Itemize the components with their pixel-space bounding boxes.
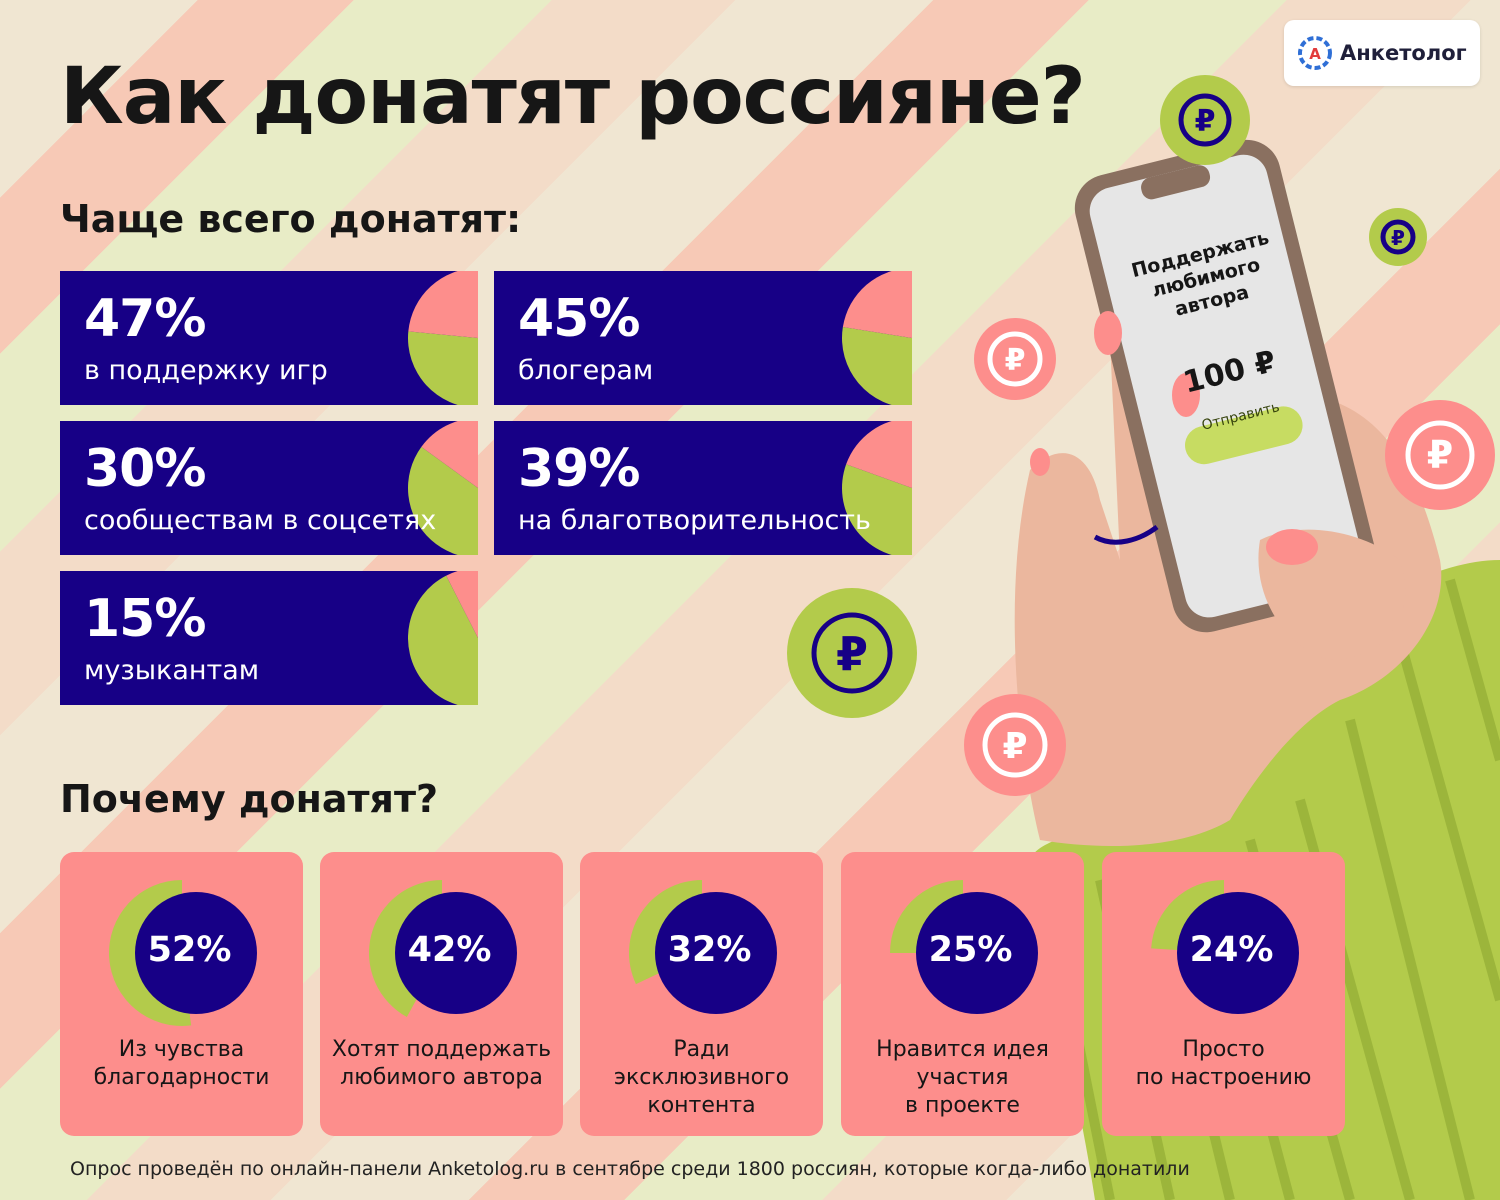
donation-target-card: 15% музыкантам bbox=[60, 571, 478, 705]
target-percent: 47% bbox=[84, 289, 206, 349]
section-heading-why: Почему донатят? bbox=[60, 777, 439, 821]
reason-label: Нравится идея участия в проекте bbox=[876, 1037, 1049, 1118]
svg-text:₽: ₽ bbox=[1002, 726, 1027, 767]
pie-slice-rest bbox=[408, 575, 478, 705]
pie-slice-share bbox=[846, 421, 912, 488]
share-pie bbox=[408, 421, 478, 555]
ring-center bbox=[1177, 892, 1299, 1014]
ring-center bbox=[395, 892, 517, 1014]
donation-target-card: 30% сообществам в соцсетях bbox=[60, 421, 478, 555]
target-percent: 39% bbox=[518, 439, 640, 499]
ring-center bbox=[655, 892, 777, 1014]
pie-slice-rest bbox=[842, 464, 912, 555]
reason-ring bbox=[369, 880, 517, 1017]
reason-percent: 25% bbox=[928, 930, 1013, 970]
svg-text:₽: ₽ bbox=[1391, 226, 1405, 250]
coin-icon bbox=[787, 75, 1427, 718]
logo-text: Анкетолог bbox=[1340, 41, 1467, 65]
donation-target-card: 47% в поддержку игр bbox=[60, 271, 478, 405]
svg-text:₽: ₽ bbox=[1195, 104, 1216, 139]
pie-slice-share bbox=[446, 571, 478, 638]
pie-slice-share bbox=[842, 271, 912, 338]
svg-text:₽: ₽ bbox=[1427, 433, 1453, 477]
pie-slice-rest bbox=[408, 331, 478, 405]
target-label: сообществам в соцсетях bbox=[84, 505, 437, 536]
reason-label: Ради эксклюзивного контента bbox=[613, 1037, 790, 1118]
reason-card: 52% Из чувства благодарности bbox=[60, 852, 303, 1136]
target-label: музыкантам bbox=[84, 655, 260, 686]
reason-percent: 32% bbox=[667, 930, 752, 970]
reason-percent: 24% bbox=[1189, 930, 1274, 970]
reason-percent: 52% bbox=[147, 930, 232, 970]
reason-ring bbox=[1151, 880, 1299, 1014]
reason-ring bbox=[629, 880, 777, 1014]
reason-label: Из чувства благодарности bbox=[93, 1037, 270, 1090]
target-percent: 45% bbox=[518, 289, 640, 349]
target-label: на благотворительность bbox=[518, 505, 871, 536]
donation-target-card: 39% на благотворительность bbox=[494, 421, 912, 555]
reason-card: 24% Просто по настроению bbox=[1102, 852, 1345, 1136]
ring-center bbox=[916, 892, 1038, 1014]
svg-text:А: А bbox=[1309, 45, 1321, 63]
page-title: Как донатят россияне? bbox=[60, 52, 1086, 142]
reason-ring bbox=[109, 880, 257, 1026]
reason-card: 25% Нравится идея участия в проекте bbox=[841, 852, 1084, 1136]
share-pie bbox=[408, 571, 478, 705]
reason-percent: 42% bbox=[407, 930, 492, 970]
share-pie bbox=[842, 421, 912, 555]
target-label: блогерам bbox=[518, 355, 654, 386]
pie-slice-share bbox=[421, 421, 478, 488]
reason-label: Хотят поддержать любимого автора bbox=[331, 1037, 552, 1090]
reason-card: 32% Ради эксклюзивного контента bbox=[580, 852, 823, 1136]
pie-slice-rest bbox=[408, 446, 478, 555]
target-label: в поддержку игр bbox=[84, 355, 328, 386]
target-percent: 30% bbox=[84, 439, 206, 499]
share-pie bbox=[408, 271, 478, 405]
phone-illustration bbox=[1074, 139, 1378, 633]
donation-target-card: 45% блогерам bbox=[494, 271, 912, 405]
svg-text:₽: ₽ bbox=[836, 627, 868, 681]
share-pie bbox=[842, 271, 912, 405]
reason-ring bbox=[890, 880, 1038, 1014]
logo-icon: А bbox=[1298, 36, 1332, 70]
svg-text:₽: ₽ bbox=[1005, 343, 1026, 378]
footnote: Опрос проведён по онлайн-панели Anketolo… bbox=[70, 1158, 1190, 1180]
reason-card: 42% Хотят поддержать любимого автора bbox=[320, 852, 563, 1136]
pie-slice-rest bbox=[842, 327, 912, 405]
pie-slice-share bbox=[408, 271, 478, 338]
target-percent: 15% bbox=[84, 589, 206, 649]
reason-label: Просто по настроению bbox=[1135, 1037, 1312, 1090]
ring-center bbox=[135, 892, 257, 1014]
logo: А Анкетолог bbox=[1284, 20, 1480, 86]
section-heading-often: Чаще всего донатят: bbox=[60, 197, 522, 241]
